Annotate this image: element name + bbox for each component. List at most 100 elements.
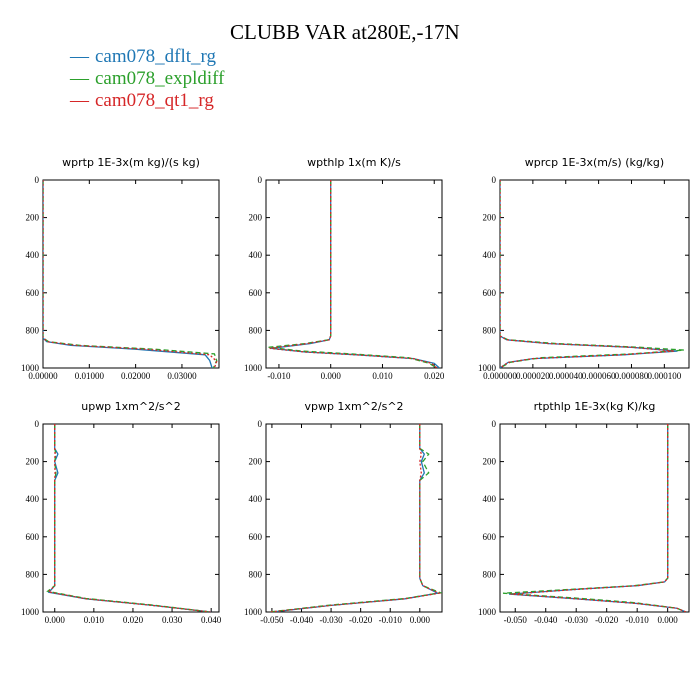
x-tick-label: 0.020: [123, 615, 144, 625]
x-tick-label: -0.020: [349, 615, 373, 625]
x-tick-label: -0.020: [595, 615, 619, 625]
panel-2: wpthlp 1x(m K)/s 0 200 400 600 800 1000 -0.010 0…: [244, 156, 445, 381]
x-tick-label: 0.000060: [582, 371, 616, 381]
y-tick-label: 800: [483, 569, 497, 579]
y-tick-label: 0: [35, 419, 40, 429]
x-tick-label: -0.030: [319, 615, 343, 625]
series-line-3: [269, 180, 438, 368]
x-tick-label: 0.000020: [516, 371, 550, 381]
y-tick-label: 1000: [478, 607, 497, 617]
y-tick-label: 0: [258, 175, 263, 185]
x-tick-label: 0.02000: [121, 371, 151, 381]
series-line-2: [46, 424, 211, 612]
x-tick-label: 0.010: [372, 371, 393, 381]
legend-swatch: —: [70, 90, 89, 111]
x-tick-label: 0.030: [162, 615, 183, 625]
y-tick-label: 1000: [21, 363, 40, 373]
series-line-1: [271, 180, 440, 368]
y-tick-label: 200: [249, 457, 263, 467]
panel-frame: [499, 179, 690, 369]
series-line-2: [502, 424, 687, 612]
series-line-3: [270, 424, 442, 612]
panel-6: rtpthlp 1E-3x(kg K)/kg02004006008001000-…: [478, 400, 690, 625]
legend-item-qt1: — cam078_qt1_rg: [70, 90, 224, 112]
y-tick-label: 1000: [21, 607, 40, 617]
x-tick-label: 0.000000: [483, 371, 517, 381]
y-tick-label: 600: [26, 532, 40, 542]
panel-title: rtpthlp 1E-3x(kg K)/kg: [534, 400, 656, 413]
y-tick-label: 200: [483, 457, 497, 467]
y-tick-label: 200: [26, 213, 40, 223]
y-tick-label: 0: [492, 175, 497, 185]
x-tick-label: 0.000080: [615, 371, 649, 381]
x-tick-label: 0.040: [201, 615, 222, 625]
x-tick-label: 0.01000: [75, 371, 105, 381]
series-line-2: [43, 180, 218, 368]
panel-title: wpthlp 1x(m K)/s: [307, 156, 401, 169]
y-tick-label: 800: [483, 325, 497, 335]
y-tick-label: 1000: [244, 363, 263, 373]
x-tick-label: 0.000: [45, 615, 66, 625]
y-tick-label: 600: [483, 288, 497, 298]
x-tick-label: 0.000040: [549, 371, 583, 381]
y-tick-label: 600: [483, 532, 497, 542]
x-tick-label: -0.010: [626, 615, 650, 625]
x-tick-label: -0.010: [267, 371, 291, 381]
y-tick-label: 800: [249, 569, 263, 579]
x-tick-label: -0.050: [504, 615, 528, 625]
y-tick-label: 400: [249, 250, 263, 260]
x-tick-label: 0.000: [410, 615, 431, 625]
y-tick-label: 400: [483, 494, 497, 504]
series-line-1: [271, 424, 440, 612]
y-tick-label: 800: [249, 325, 263, 335]
x-tick-label: -0.010: [379, 615, 403, 625]
y-tick-label: 0: [35, 175, 40, 185]
panel-title: wprtp 1E-3x(m kg)/(s kg): [62, 156, 200, 169]
x-tick-label: -0.040: [290, 615, 314, 625]
y-tick-label: 400: [483, 250, 497, 260]
legend-label: cam078_expldiff: [95, 68, 225, 89]
y-tick-label: 0: [258, 419, 263, 429]
panel-frame: [499, 423, 690, 613]
x-tick-label: 0.010: [84, 615, 105, 625]
panel-title: wprcp 1E-3x(m/s) (kg/kg): [525, 156, 664, 169]
legend-label: cam078_qt1_rg: [95, 90, 214, 111]
panel-frame: [265, 179, 443, 369]
series-line-1: [47, 424, 212, 612]
x-tick-label: 0.000: [658, 615, 679, 625]
legend-swatch: —: [70, 46, 89, 67]
y-tick-label: 200: [26, 457, 40, 467]
panel-3: wprcp 1E-3x(m/s) (kg/kg) 0 200 400 600 800 100…: [478, 156, 690, 381]
y-tick-label: 800: [26, 569, 40, 579]
series-line-3: [510, 424, 687, 612]
y-tick-label: 600: [26, 288, 40, 298]
y-tick-label: 600: [249, 532, 263, 542]
y-tick-label: 400: [249, 494, 263, 504]
y-tick-label: 600: [249, 288, 263, 298]
panel-frame: [42, 179, 220, 369]
series-line-1: [509, 424, 687, 612]
series-line-3: [43, 180, 218, 368]
series-line-2: [268, 424, 442, 612]
panel-4: upwp 1xm^2/s^2 0 200 400 600 800 1000 0.000 0.01…: [21, 400, 222, 625]
legend: — cam078_dflt_rg — cam078_expldiff — cam078…: [70, 46, 224, 112]
panel-1: wprtp 1E-3x(m kg)/(s kg) 0 200 400 600 800 100…: [21, 156, 220, 381]
figure-title: CLUBB VAR at280E,-17N: [230, 20, 460, 44]
panel-frame: [42, 423, 220, 613]
series-line-2: [500, 180, 685, 368]
x-tick-label: 0.000100: [647, 371, 681, 381]
panel-frame: [265, 423, 443, 613]
y-tick-label: 1000: [478, 363, 497, 373]
x-tick-label: 0.03000: [167, 371, 197, 381]
series-line-1: [43, 180, 213, 368]
series-line-3: [500, 180, 675, 368]
legend-label: cam078_dflt_rg: [95, 46, 217, 67]
legend-item-expldiff: — cam078_expldiff: [70, 68, 224, 90]
series-line-1: [500, 180, 678, 368]
x-tick-label: 0.020: [424, 371, 445, 381]
x-tick-label: -0.050: [260, 615, 284, 625]
x-tick-label: 0.00000: [28, 371, 58, 381]
x-tick-label: -0.040: [534, 615, 558, 625]
y-tick-label: 0: [492, 419, 497, 429]
